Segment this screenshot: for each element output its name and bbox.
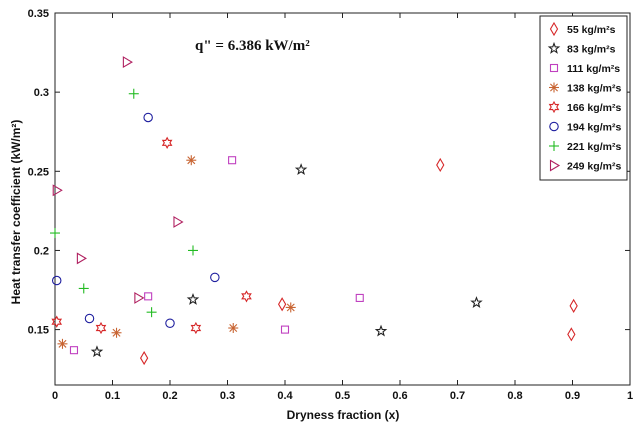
data-point-diamond-0-1 xyxy=(277,297,287,312)
x-tick-label: 0.5 xyxy=(335,390,350,402)
x-tick-label: 0.7 xyxy=(450,390,465,402)
legend-entry: 249 kg/m²s xyxy=(549,159,621,173)
data-point-plus-6-0 xyxy=(50,228,60,239)
x-tick-label: 0.1 xyxy=(105,390,120,402)
data-point-asterisk-3-3 xyxy=(228,323,239,334)
data-point-square-2-0 xyxy=(69,346,79,355)
legend-marker-hexagram xyxy=(548,100,560,114)
y-tick-label: 0.2 xyxy=(34,245,49,257)
legend-label: 166 kg/m²s xyxy=(567,102,621,114)
legend-entry: 138 kg/m²s xyxy=(549,82,621,95)
data-point-hexagram-4-1 xyxy=(95,321,107,335)
legend-entry: 83 kg/m²s xyxy=(547,41,616,56)
data-point-circle-5-2 xyxy=(143,112,153,123)
x-tick-label: 0 xyxy=(52,390,58,402)
data-point-pentagram-1-2 xyxy=(294,163,308,176)
legend-marker-asterisk xyxy=(549,82,559,93)
legend-label: 55 kg/m²s xyxy=(567,24,616,36)
legend-entry: 55 kg/m²s xyxy=(549,21,616,37)
data-point-asterisk-3-1 xyxy=(111,327,122,338)
legend-marker-diamond xyxy=(549,21,559,37)
data-point-triangle-right-7-4 xyxy=(173,215,184,228)
data-point-diamond-0-4 xyxy=(569,298,578,313)
data-point-asterisk-3-4 xyxy=(285,302,296,313)
legend-label: 221 kg/m²s xyxy=(567,141,621,153)
data-point-pentagram-1-1 xyxy=(186,292,200,305)
data-point-hexagram-4-2 xyxy=(161,136,173,149)
data-point-hexagram-4-3 xyxy=(190,321,202,335)
x-axis-label: Dryness fraction (x) xyxy=(287,408,400,422)
data-point-square-2-4 xyxy=(355,293,364,302)
data-point-square-2-1 xyxy=(144,292,153,301)
legend-label: 194 kg/m²s xyxy=(567,122,621,134)
legend-label: 83 kg/m²s xyxy=(567,44,616,56)
data-point-asterisk-3-0 xyxy=(57,338,68,349)
legend-label: 138 kg/m²s xyxy=(567,83,621,95)
legend-label: 111 kg/m²s xyxy=(567,63,620,75)
data-point-plus-6-4 xyxy=(188,245,198,256)
legend-marker-triangle-right xyxy=(549,159,561,172)
legend-marker-circle xyxy=(549,121,559,132)
heat-flux-annotation: q" = 6.386 kW/m² xyxy=(195,38,310,54)
data-point-plus-6-3 xyxy=(146,307,157,318)
data-point-asterisk-3-2 xyxy=(186,155,197,166)
legend-entry: 194 kg/m²s xyxy=(549,121,621,134)
data-point-plus-6-1 xyxy=(78,283,89,294)
data-point-diamond-0-2 xyxy=(436,157,445,173)
legend-marker-pentagram xyxy=(547,41,561,54)
data-point-plus-6-2 xyxy=(128,88,139,99)
data-point-pentagram-1-3 xyxy=(374,324,388,337)
legend-entry: 221 kg/m²s xyxy=(549,141,621,153)
x-tick-label: 0.6 xyxy=(392,390,407,402)
x-tick-label: 0.4 xyxy=(277,390,293,402)
y-tick-label: 0.25 xyxy=(28,166,49,178)
x-tick-label: 0.3 xyxy=(220,390,235,402)
y-tick-label: 0.35 xyxy=(28,8,49,20)
axes: 0 0.1 0.2 0.3 0.4 0.5 0.6 0.7 0.8 0.9 1 0.15 0.2 0.25… xyxy=(28,8,633,402)
y-tick-label: 0.3 xyxy=(34,87,49,99)
legend-marker-plus xyxy=(549,141,559,151)
data-point-circle-5-1 xyxy=(84,313,95,324)
data-point-hexagram-4-4 xyxy=(241,290,252,303)
legend: 55 kg/m²s 83 kg/m²s 111 kg/m²s 138 kg/m²s 16… xyxy=(539,15,628,181)
legend-box xyxy=(539,15,628,181)
legend-marker-square xyxy=(549,63,559,73)
y-tick-label: 0.15 xyxy=(28,325,49,337)
data-point-hexagram-4-0 xyxy=(51,315,63,328)
y-axis-label: Heat transfer coefficient (kW/m²) xyxy=(9,120,23,305)
data-point-pentagram-1-4 xyxy=(470,296,483,308)
data-point-triangle-right-7-0 xyxy=(52,184,63,197)
data-point-triangle-right-7-2 xyxy=(122,56,133,69)
data-point-triangle-right-7-3 xyxy=(134,291,145,304)
data-point-diamond-0-0 xyxy=(139,350,149,366)
legend-entry: 111 kg/m²s xyxy=(549,63,620,75)
legend-entry: 166 kg/m²s xyxy=(548,100,621,114)
x-tick-label: 0.2 xyxy=(162,390,177,402)
data-point-circle-5-4 xyxy=(210,272,220,283)
data-point-square-2-3 xyxy=(280,325,290,334)
legend-label: 249 kg/m²s xyxy=(567,161,621,173)
data-point-diamond-0-3 xyxy=(567,327,576,342)
data-point-circle-5-0 xyxy=(51,275,62,286)
data-point-circle-5-3 xyxy=(165,318,175,329)
data-point-triangle-right-7-1 xyxy=(76,252,87,265)
data-point-pentagram-1-0 xyxy=(90,345,104,358)
data-points xyxy=(50,56,578,366)
data-point-square-2-2 xyxy=(228,156,237,165)
x-tick-label: 0.8 xyxy=(507,390,522,402)
x-tick-label: 1 xyxy=(627,390,633,402)
x-tick-label: 0.9 xyxy=(565,390,580,402)
